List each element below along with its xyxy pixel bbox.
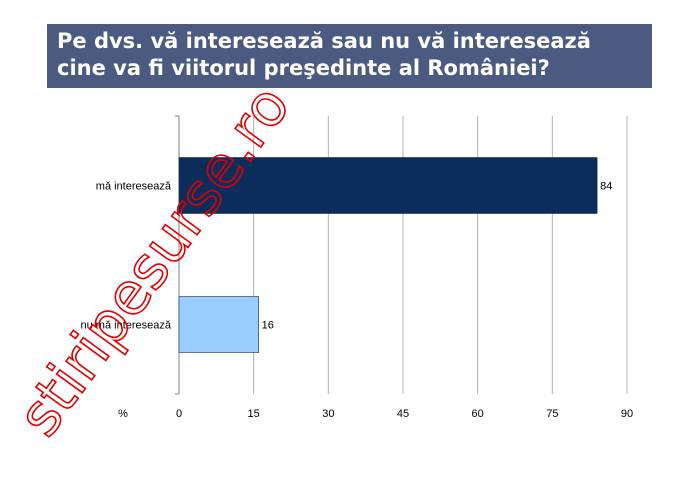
data-label: 84: [600, 181, 612, 193]
x-tick-label: 90: [621, 408, 633, 420]
x-tick-label: 0: [176, 408, 182, 420]
x-axis-label: %: [118, 408, 128, 420]
category-label: nu mă interesează: [81, 320, 172, 332]
data-label: 16: [262, 320, 274, 332]
bar: [178, 296, 259, 353]
bar: [178, 157, 598, 214]
x-tick-label: 45: [397, 408, 409, 420]
chart-title-box: Pe dvs. vă interesează sau nu vă interes…: [47, 24, 652, 88]
x-tick-label: 75: [546, 408, 558, 420]
x-tick-label: 15: [248, 408, 260, 420]
x-tick-label: 60: [472, 408, 484, 420]
category-label: mă interesează: [96, 181, 172, 193]
chart-title-line-1: Pe dvs. vă interesează sau nu vă interes…: [57, 29, 591, 53]
chart-title-line-2: cine va fi viitorul preşedinte al Români…: [57, 56, 550, 80]
x-tick-label: 30: [322, 408, 334, 420]
watermark-text: stiripesurse.ro: [4, 73, 303, 449]
